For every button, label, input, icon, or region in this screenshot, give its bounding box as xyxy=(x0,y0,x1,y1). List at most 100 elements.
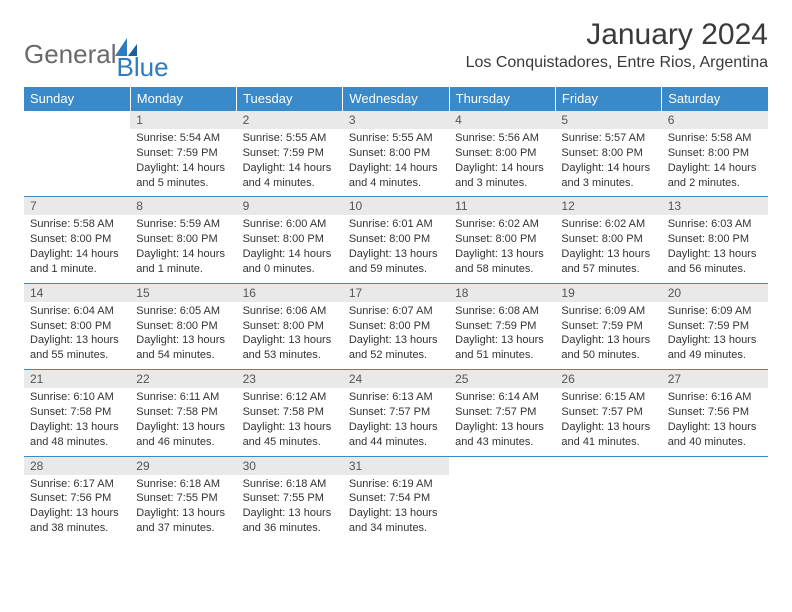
day-details: Sunrise: 6:17 AMSunset: 7:56 PMDaylight:… xyxy=(24,475,130,542)
sunrise-text: Sunrise: 5:58 AM xyxy=(668,131,762,146)
daylight-text: Daylight: 13 hours xyxy=(668,420,762,435)
daylight-text: and 34 minutes. xyxy=(349,521,443,536)
daylight-text: Daylight: 13 hours xyxy=(455,333,549,348)
daylight-text: and 48 minutes. xyxy=(30,435,124,450)
daylight-text: and 46 minutes. xyxy=(136,435,230,450)
daylight-text: and 51 minutes. xyxy=(455,348,549,363)
sunset-text: Sunset: 8:00 PM xyxy=(455,232,549,247)
calendar-day-cell: 13Sunrise: 6:03 AMSunset: 8:00 PMDayligh… xyxy=(662,197,768,283)
day-details: Sunrise: 6:03 AMSunset: 8:00 PMDaylight:… xyxy=(662,215,768,282)
day-number: 7 xyxy=(24,197,130,215)
sunrise-text: Sunrise: 5:55 AM xyxy=(349,131,443,146)
calendar-day-cell: 30Sunrise: 6:18 AMSunset: 7:55 PMDayligh… xyxy=(237,456,343,542)
sunset-text: Sunset: 7:57 PM xyxy=(349,405,443,420)
daylight-text: Daylight: 13 hours xyxy=(561,333,655,348)
sunrise-text: Sunrise: 5:55 AM xyxy=(243,131,337,146)
weekday-header: Friday xyxy=(555,87,661,111)
day-number: 29 xyxy=(130,457,236,475)
daylight-text: Daylight: 13 hours xyxy=(455,247,549,262)
sunset-text: Sunset: 7:59 PM xyxy=(455,319,549,334)
calendar-day-cell: 10Sunrise: 6:01 AMSunset: 8:00 PMDayligh… xyxy=(343,197,449,283)
sunrise-text: Sunrise: 6:00 AM xyxy=(243,217,337,232)
sunset-text: Sunset: 7:56 PM xyxy=(668,405,762,420)
calendar-week-row: 21Sunrise: 6:10 AMSunset: 7:58 PMDayligh… xyxy=(24,370,768,456)
daylight-text: and 3 minutes. xyxy=(455,176,549,191)
day-number: 28 xyxy=(24,457,130,475)
calendar-day-cell: 14Sunrise: 6:04 AMSunset: 8:00 PMDayligh… xyxy=(24,283,130,369)
sunset-text: Sunset: 8:00 PM xyxy=(561,146,655,161)
sunrise-text: Sunrise: 6:02 AM xyxy=(455,217,549,232)
day-details: Sunrise: 6:13 AMSunset: 7:57 PMDaylight:… xyxy=(343,388,449,455)
sunrise-text: Sunrise: 6:13 AM xyxy=(349,390,443,405)
calendar-week-row: 7Sunrise: 5:58 AMSunset: 8:00 PMDaylight… xyxy=(24,197,768,283)
sunset-text: Sunset: 7:56 PM xyxy=(30,491,124,506)
daylight-text: Daylight: 14 hours xyxy=(561,161,655,176)
calendar-day-cell: 26Sunrise: 6:15 AMSunset: 7:57 PMDayligh… xyxy=(555,370,661,456)
sunset-text: Sunset: 7:59 PM xyxy=(136,146,230,161)
daylight-text: Daylight: 13 hours xyxy=(349,247,443,262)
calendar-week-row: 14Sunrise: 6:04 AMSunset: 8:00 PMDayligh… xyxy=(24,283,768,369)
daylight-text: Daylight: 14 hours xyxy=(243,247,337,262)
calendar-body: 1Sunrise: 5:54 AMSunset: 7:59 PMDaylight… xyxy=(24,111,768,542)
day-number: 3 xyxy=(343,111,449,129)
sunset-text: Sunset: 8:00 PM xyxy=(561,232,655,247)
daylight-text: Daylight: 13 hours xyxy=(136,333,230,348)
calendar-day-cell: 29Sunrise: 6:18 AMSunset: 7:55 PMDayligh… xyxy=(130,456,236,542)
sunset-text: Sunset: 8:00 PM xyxy=(668,146,762,161)
sunset-text: Sunset: 7:59 PM xyxy=(668,319,762,334)
sunset-text: Sunset: 8:00 PM xyxy=(349,146,443,161)
daylight-text: Daylight: 13 hours xyxy=(349,506,443,521)
day-number: 14 xyxy=(24,284,130,302)
day-number: 31 xyxy=(343,457,449,475)
sunrise-text: Sunrise: 6:17 AM xyxy=(30,477,124,492)
sunset-text: Sunset: 7:58 PM xyxy=(243,405,337,420)
sunset-text: Sunset: 8:00 PM xyxy=(455,146,549,161)
calendar-day-cell: 8Sunrise: 5:59 AMSunset: 8:00 PMDaylight… xyxy=(130,197,236,283)
sunrise-text: Sunrise: 6:11 AM xyxy=(136,390,230,405)
day-number: 5 xyxy=(555,111,661,129)
daylight-text: Daylight: 13 hours xyxy=(349,420,443,435)
sunrise-text: Sunrise: 5:54 AM xyxy=(136,131,230,146)
sunrise-text: Sunrise: 5:57 AM xyxy=(561,131,655,146)
sunrise-text: Sunrise: 6:02 AM xyxy=(561,217,655,232)
day-number: 2 xyxy=(237,111,343,129)
daylight-text: and 55 minutes. xyxy=(30,348,124,363)
day-number: 21 xyxy=(24,370,130,388)
calendar-day-cell: 20Sunrise: 6:09 AMSunset: 7:59 PMDayligh… xyxy=(662,283,768,369)
day-details: Sunrise: 6:15 AMSunset: 7:57 PMDaylight:… xyxy=(555,388,661,455)
calendar-day-cell xyxy=(662,456,768,542)
daylight-text: and 5 minutes. xyxy=(136,176,230,191)
day-details: Sunrise: 6:06 AMSunset: 8:00 PMDaylight:… xyxy=(237,302,343,369)
daylight-text: and 41 minutes. xyxy=(561,435,655,450)
sunrise-text: Sunrise: 6:16 AM xyxy=(668,390,762,405)
day-number: 22 xyxy=(130,370,236,388)
sunrise-text: Sunrise: 5:58 AM xyxy=(30,217,124,232)
sunrise-text: Sunrise: 6:08 AM xyxy=(455,304,549,319)
weekday-header: Tuesday xyxy=(237,87,343,111)
calendar-day-cell xyxy=(24,111,130,197)
day-number: 6 xyxy=(662,111,768,129)
calendar-table: SundayMondayTuesdayWednesdayThursdayFrid… xyxy=(24,87,768,542)
daylight-text: Daylight: 13 hours xyxy=(30,420,124,435)
day-details: Sunrise: 6:02 AMSunset: 8:00 PMDaylight:… xyxy=(555,215,661,282)
weekday-header: Sunday xyxy=(24,87,130,111)
daylight-text: and 49 minutes. xyxy=(668,348,762,363)
day-number: 24 xyxy=(343,370,449,388)
sunrise-text: Sunrise: 6:04 AM xyxy=(30,304,124,319)
weekday-header-row: SundayMondayTuesdayWednesdayThursdayFrid… xyxy=(24,87,768,111)
sunset-text: Sunset: 7:55 PM xyxy=(243,491,337,506)
calendar-day-cell: 28Sunrise: 6:17 AMSunset: 7:56 PMDayligh… xyxy=(24,456,130,542)
calendar-day-cell: 17Sunrise: 6:07 AMSunset: 8:00 PMDayligh… xyxy=(343,283,449,369)
sunset-text: Sunset: 7:58 PM xyxy=(30,405,124,420)
sunset-text: Sunset: 8:00 PM xyxy=(30,232,124,247)
day-details: Sunrise: 5:55 AMSunset: 8:00 PMDaylight:… xyxy=(343,129,449,196)
title-block: January 2024 Los Conquistadores, Entre R… xyxy=(466,18,768,78)
daylight-text: and 54 minutes. xyxy=(136,348,230,363)
daylight-text: and 53 minutes. xyxy=(243,348,337,363)
sunset-text: Sunset: 8:00 PM xyxy=(136,232,230,247)
day-details: Sunrise: 6:05 AMSunset: 8:00 PMDaylight:… xyxy=(130,302,236,369)
calendar-day-cell: 19Sunrise: 6:09 AMSunset: 7:59 PMDayligh… xyxy=(555,283,661,369)
daylight-text: and 57 minutes. xyxy=(561,262,655,277)
day-number: 4 xyxy=(449,111,555,129)
day-details: Sunrise: 5:57 AMSunset: 8:00 PMDaylight:… xyxy=(555,129,661,196)
